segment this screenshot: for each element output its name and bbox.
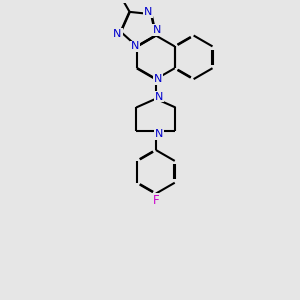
Text: N: N <box>155 129 163 139</box>
Text: N: N <box>153 25 161 35</box>
Text: N: N <box>130 41 139 51</box>
Text: N: N <box>155 92 163 102</box>
Text: F: F <box>152 194 159 207</box>
Text: N: N <box>144 7 152 17</box>
Text: N: N <box>154 74 162 84</box>
Text: N: N <box>113 29 122 39</box>
